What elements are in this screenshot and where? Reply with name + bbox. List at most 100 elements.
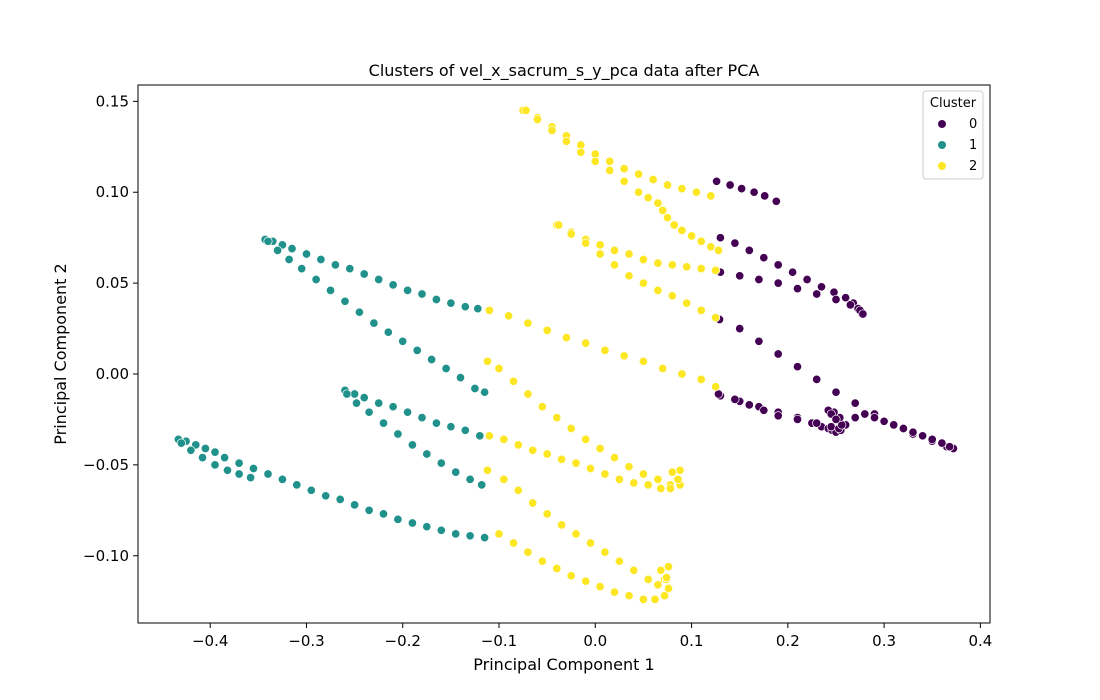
x-axis-ticks: −0.4 −0.3 −0.2 −0.1 0.0 0.1 0.2 0.3 0.4 <box>192 623 992 650</box>
data-point-cluster-1 <box>350 500 360 510</box>
data-point-cluster-0 <box>898 423 908 434</box>
data-point-cluster-2 <box>499 474 509 484</box>
x-tick-label: −0.1 <box>481 632 517 650</box>
data-point-cluster-1 <box>473 304 483 314</box>
data-point-cluster-1 <box>378 418 389 428</box>
legend: Cluster 0 1 2 <box>922 90 984 180</box>
data-point-cluster-0 <box>754 274 764 285</box>
data-point-cluster-2 <box>660 591 670 601</box>
data-point-cluster-2 <box>696 305 706 315</box>
data-point-cluster-2 <box>513 440 523 450</box>
x-tick-label: 0.3 <box>872 632 896 650</box>
chart-title: Clusters of vel_x_sacrum_s_y_pca data af… <box>369 61 760 81</box>
data-point-cluster-0 <box>735 271 745 281</box>
data-point-cluster-2 <box>484 305 494 315</box>
legend-label-0: 0 <box>969 117 977 132</box>
data-point-cluster-0 <box>812 289 822 299</box>
data-point-cluster-1 <box>186 445 196 455</box>
data-point-cluster-2 <box>696 374 706 384</box>
data-point-cluster-1 <box>220 453 230 463</box>
data-point-cluster-2 <box>605 165 615 175</box>
data-point-cluster-2 <box>677 225 687 235</box>
data-point-cluster-2 <box>653 474 663 484</box>
data-point-cluster-2 <box>653 580 663 590</box>
data-point-cluster-0 <box>759 405 769 415</box>
data-point-cluster-1 <box>342 389 352 399</box>
data-point-cluster-2 <box>590 156 600 166</box>
data-point-cluster-2 <box>523 389 533 399</box>
data-point-cluster-0 <box>749 187 759 197</box>
data-point-cluster-2 <box>581 434 591 444</box>
data-point-cluster-2 <box>614 556 624 566</box>
data-point-cluster-1 <box>210 447 220 457</box>
data-point-cluster-0 <box>826 422 836 432</box>
data-point-cluster-2 <box>566 423 576 434</box>
data-point-cluster-1 <box>422 522 432 532</box>
data-point-cluster-0 <box>858 309 868 319</box>
data-point-cluster-2 <box>528 498 538 508</box>
data-point-cluster-2 <box>576 147 586 157</box>
data-point-cluster-1 <box>325 285 336 295</box>
data-point-cluster-1 <box>330 260 340 270</box>
data-point-cluster-2 <box>619 164 629 174</box>
y-tick-label: 0.15 <box>96 92 129 110</box>
data-point-cluster-2 <box>609 260 620 270</box>
data-point-cluster-1 <box>369 318 379 328</box>
data-point-cluster-1 <box>477 480 487 490</box>
x-tick-label: 0.4 <box>968 632 992 650</box>
data-point-cluster-2 <box>513 485 523 495</box>
data-point-cluster-0 <box>754 336 764 346</box>
data-point-cluster-1 <box>393 514 403 524</box>
data-point-cluster-2 <box>638 254 648 265</box>
data-point-cluster-2 <box>667 291 677 301</box>
data-point-cluster-1 <box>263 469 273 479</box>
data-point-cluster-2 <box>706 242 716 252</box>
data-point-cluster-2 <box>581 238 591 248</box>
data-point-cluster-2 <box>696 236 706 246</box>
x-tick-label: −0.3 <box>288 632 324 650</box>
data-point-cluster-1 <box>200 443 210 454</box>
data-point-cluster-1 <box>222 465 233 475</box>
data-point-cluster-2 <box>673 474 683 484</box>
data-point-cluster-0 <box>730 238 740 248</box>
data-point-cluster-2 <box>691 187 701 197</box>
data-point-cluster-2 <box>609 453 620 463</box>
data-point-cluster-0 <box>788 267 798 277</box>
data-point-cluster-2 <box>677 184 687 194</box>
data-points <box>173 105 958 604</box>
data-point-cluster-2 <box>614 474 624 484</box>
data-point-cluster-2 <box>528 445 538 455</box>
data-point-cluster-2 <box>656 565 666 575</box>
data-point-cluster-2 <box>711 382 721 392</box>
data-point-cluster-0 <box>744 245 754 255</box>
data-point-cluster-1 <box>441 363 451 374</box>
data-point-cluster-2 <box>634 169 644 179</box>
data-point-cluster-2 <box>711 313 721 323</box>
data-point-cluster-1 <box>273 245 283 255</box>
data-point-cluster-0 <box>831 294 841 305</box>
data-point-cluster-2 <box>537 402 547 412</box>
data-point-cluster-1 <box>431 418 441 428</box>
data-point-cluster-1 <box>311 274 321 285</box>
data-point-cluster-2 <box>605 156 615 166</box>
data-point-cluster-2 <box>675 465 685 475</box>
data-point-cluster-2 <box>595 240 605 250</box>
data-point-cluster-0 <box>918 431 928 441</box>
data-point-cluster-0 <box>715 233 725 243</box>
data-point-cluster-2 <box>677 369 687 379</box>
data-point-cluster-2 <box>706 191 716 201</box>
data-point-cluster-2 <box>629 478 639 488</box>
data-point-cluster-2 <box>629 565 639 575</box>
data-point-cluster-1 <box>350 389 360 399</box>
data-point-cluster-1 <box>465 531 475 541</box>
data-point-cluster-1 <box>460 302 470 312</box>
data-point-cluster-2 <box>663 562 674 572</box>
data-point-cluster-2 <box>669 220 679 230</box>
data-point-cluster-1 <box>301 249 312 259</box>
data-point-cluster-1 <box>451 529 461 539</box>
data-point-cluster-1 <box>388 402 398 412</box>
data-point-cluster-1 <box>284 254 294 265</box>
data-point-cluster-2 <box>521 105 531 115</box>
data-point-cluster-1 <box>446 298 456 308</box>
